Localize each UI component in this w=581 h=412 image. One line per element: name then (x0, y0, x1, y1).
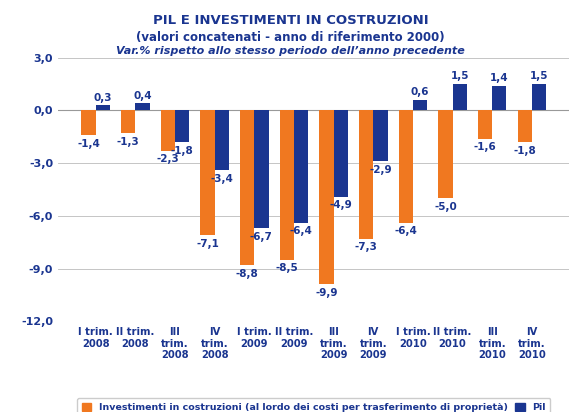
Bar (478, 110, 492, 138)
Text: -1,3: -1,3 (117, 137, 139, 147)
Bar (161, 110, 175, 151)
Bar (413, 100, 427, 110)
Bar (320, 110, 333, 284)
Text: -6,7: -6,7 (250, 232, 273, 242)
Bar (453, 84, 467, 110)
Text: -1,4: -1,4 (77, 138, 100, 149)
Bar (200, 110, 214, 235)
Bar (96, 105, 110, 110)
Text: -1,6: -1,6 (474, 142, 496, 152)
Bar (399, 110, 413, 223)
Text: -6,4: -6,4 (289, 227, 313, 236)
Text: 1,5: 1,5 (450, 71, 469, 82)
Bar (532, 84, 546, 110)
Bar (359, 110, 373, 239)
Text: -3,4: -3,4 (210, 174, 233, 184)
Bar (121, 110, 135, 133)
Bar (294, 110, 308, 223)
Text: -2,3: -2,3 (156, 154, 179, 164)
Text: -1,8: -1,8 (514, 145, 536, 156)
Text: 0,4: 0,4 (133, 91, 152, 101)
Bar (81, 110, 96, 135)
Bar (438, 110, 453, 198)
Text: -1,8: -1,8 (171, 145, 193, 156)
Text: 1,5: 1,5 (530, 71, 548, 82)
Bar (175, 110, 189, 142)
Bar (373, 110, 388, 162)
Text: -8,8: -8,8 (236, 269, 259, 279)
Text: -2,9: -2,9 (369, 165, 392, 175)
Text: -7,1: -7,1 (196, 239, 219, 249)
Text: -9,9: -9,9 (315, 288, 338, 298)
Text: -8,5: -8,5 (275, 263, 298, 273)
Bar (518, 110, 532, 142)
Bar (254, 110, 268, 228)
Bar (279, 110, 294, 260)
Text: (valori concatenati - anno di riferimento 2000): (valori concatenati - anno di riferiment… (136, 31, 445, 44)
Bar (333, 110, 348, 197)
Bar (214, 110, 229, 170)
Text: Var.% rispetto allo stesso periodo dell’anno precedente: Var.% rispetto allo stesso periodo dell’… (116, 46, 465, 56)
Text: -5,0: -5,0 (434, 202, 457, 212)
Text: 0,6: 0,6 (411, 87, 429, 97)
Text: 0,3: 0,3 (94, 93, 112, 103)
Bar (135, 103, 149, 110)
Text: -6,4: -6,4 (394, 227, 417, 236)
Text: -4,9: -4,9 (329, 200, 352, 210)
Text: 1,4: 1,4 (490, 73, 508, 83)
Legend: Investimenti in costruzioni (al lordo dei costi per trasferimento di proprietà),: Investimenti in costruzioni (al lordo de… (77, 398, 550, 412)
Bar (240, 110, 254, 265)
Bar (492, 86, 507, 110)
Text: PIL E INVESTIMENTI IN COSTRUZIONI: PIL E INVESTIMENTI IN COSTRUZIONI (153, 14, 428, 28)
Text: -7,3: -7,3 (354, 242, 378, 252)
